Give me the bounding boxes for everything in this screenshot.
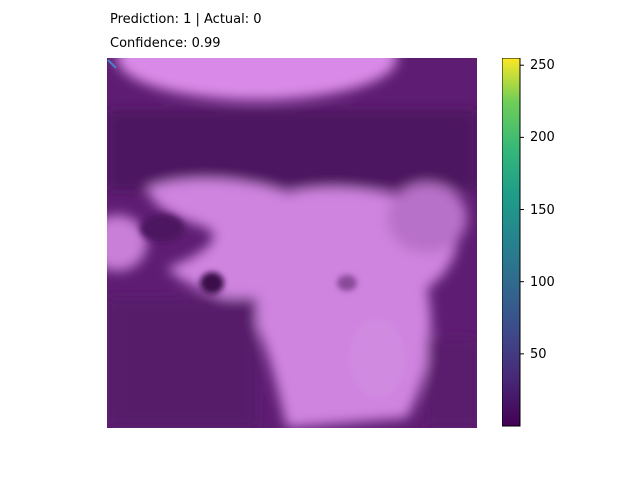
bright-region-top [117, 58, 397, 100]
saliency-heatmap [107, 58, 477, 428]
corner-line-mark [107, 59, 117, 69]
dark-region-band [107, 110, 477, 190]
dark-spot-left [140, 214, 184, 242]
colorbar-tick-label: 100 [530, 274, 555, 290]
dark-region-bottom-left [107, 298, 257, 428]
dark-spot-mid [337, 275, 357, 291]
dark-spot-center [200, 272, 224, 294]
bright-region-left [107, 215, 147, 271]
confidence-subtitle: Confidence: 0.99 [110, 36, 221, 51]
colorbar-gradient [501, 57, 521, 427]
colorbar-tick-label: 250 [530, 58, 555, 74]
prediction-title: Prediction: 1 | Actual: 0 [110, 12, 262, 27]
dark-region-bottom-right [427, 338, 477, 428]
bright-region-right [387, 183, 467, 253]
colorbar-tick-label: 50 [530, 346, 547, 362]
colorbar [501, 57, 562, 432]
colorbar-tick-label: 200 [530, 130, 555, 146]
colorbar-tick-label: 150 [530, 202, 555, 218]
bright-streak [349, 318, 405, 398]
